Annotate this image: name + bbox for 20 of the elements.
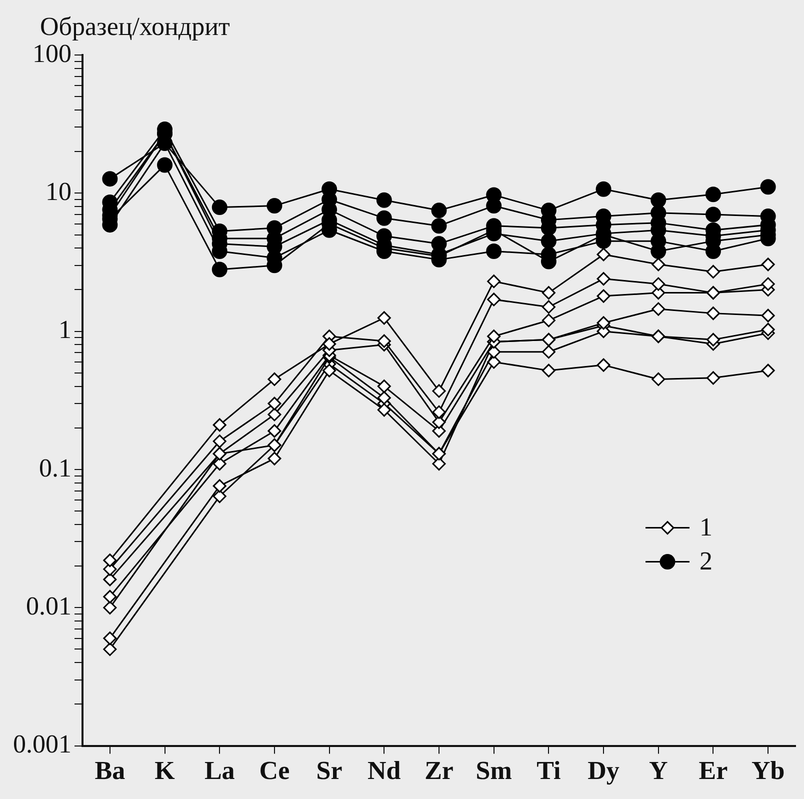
y-tick-label: 0.001 bbox=[13, 730, 72, 759]
y-tick-label: 0.1 bbox=[39, 453, 72, 482]
y-tick-label: 1 bbox=[58, 315, 72, 344]
legend-label: 1 bbox=[700, 512, 712, 542]
x-tick-label: Zr bbox=[424, 756, 454, 786]
x-tick-label: K bbox=[154, 756, 176, 786]
y-tick-label: 10 bbox=[46, 176, 72, 206]
x-tick-label: Dy bbox=[588, 756, 620, 786]
legend-label: 2 bbox=[700, 546, 712, 576]
x-tick-label: Er bbox=[698, 756, 728, 786]
x-tick-label: Ba bbox=[94, 756, 126, 786]
x-tick-label: Nd bbox=[368, 756, 402, 786]
x-tick-label: Sr bbox=[316, 756, 342, 786]
y-tick-label: 0.01 bbox=[26, 591, 72, 620]
x-tick-label: Ti bbox=[536, 756, 561, 786]
x-tick-label: La bbox=[204, 756, 235, 786]
x-tick-label: Sm bbox=[476, 756, 512, 786]
x-tick-label: Ce bbox=[259, 756, 290, 786]
x-tick-label: Y bbox=[648, 756, 668, 786]
x-tick-label: Yb bbox=[751, 756, 785, 786]
